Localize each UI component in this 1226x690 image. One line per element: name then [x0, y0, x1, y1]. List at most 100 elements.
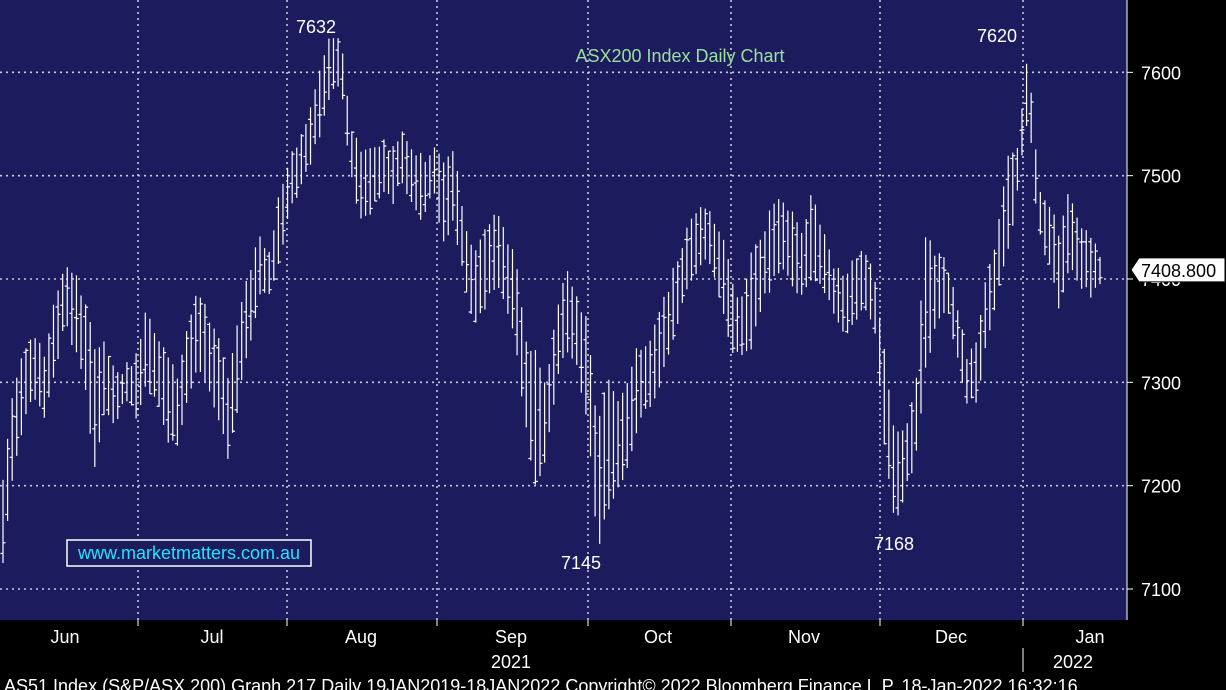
ohlc-bar: [275, 197, 281, 264]
ohlc-bar: [542, 382, 548, 463]
ohlc-bar: [638, 349, 644, 418]
ohlc-bar: [978, 314, 984, 381]
ohlc-bar: [147, 318, 153, 395]
ohlc-bar: [69, 272, 75, 345]
ohlc-bar: [239, 301, 245, 381]
ohlc-bar: [1069, 203, 1075, 271]
ohlc-bar: [716, 231, 722, 298]
ohlc-bar: [216, 338, 222, 421]
ohlc-bar: [321, 55, 327, 116]
ohlc-bar: [900, 430, 906, 503]
ohlc-bar: [124, 362, 130, 402]
ohlc-bar: [46, 333, 52, 398]
ohlc-bar: [702, 208, 708, 260]
ohlc-bar: [1051, 214, 1057, 283]
ohlc-bar: [363, 149, 369, 216]
ohlc-bar: [285, 167, 291, 219]
ohlc-bar: [193, 295, 199, 373]
ohlc-bar: [133, 353, 139, 419]
watermark-link[interactable]: www.marketmatters.com.au: [77, 543, 300, 563]
ohlc-bar: [280, 183, 286, 245]
ohlc-bar: [1014, 147, 1020, 191]
ohlc-bar: [202, 303, 208, 382]
ohlc-bar: [14, 377, 20, 456]
ohlc-bar: [1056, 235, 1062, 309]
ohlc-bar: [367, 148, 373, 215]
ohlc-bar: [326, 38, 332, 101]
ohlc-bar: [404, 141, 410, 195]
ohlc-bar: [734, 297, 740, 352]
x-year-label: 2022: [1053, 652, 1093, 672]
ohlc-bar: [441, 162, 447, 242]
watermark-box[interactable]: www.marketmatters.com.au: [66, 539, 312, 567]
x-axis-background: [0, 620, 1226, 690]
ohlc-bar: [858, 251, 864, 311]
ohlc-bar: [666, 291, 672, 355]
ohlc-bar: [386, 150, 392, 194]
ohlc-bar: [170, 364, 176, 441]
ohlc-bar: [1097, 256, 1103, 285]
ohlc-bar: [1005, 155, 1011, 249]
ohlc-bar: [110, 365, 116, 424]
ohlc-bar: [1001, 186, 1007, 267]
ohlc-bar: [161, 347, 167, 426]
ohlc-bar: [633, 348, 639, 434]
ohlc-bar: [156, 341, 162, 407]
ohlc-bar: [886, 389, 892, 479]
ohlc-bar: [1047, 206, 1053, 265]
ohlc-bar: [142, 312, 148, 387]
ohlc-bar: [464, 231, 470, 293]
ohlc-bar: [1079, 228, 1085, 289]
ohlc-bar: [840, 275, 846, 332]
ohlc-bar: [353, 137, 359, 204]
ohlc-bar: [1088, 237, 1094, 298]
ohlc-bar: [629, 366, 635, 452]
ohlc-bar: [946, 272, 952, 314]
ohlc-bar: [725, 259, 731, 337]
gridlines: [0, 0, 1127, 620]
ohlc-bar: [519, 307, 525, 397]
ohlc-bar: [229, 353, 235, 433]
ohlc-bar: [514, 269, 520, 356]
ohlc-bar: [785, 210, 791, 276]
ohlc-bar: [913, 377, 919, 451]
ohlc-bar: [753, 244, 759, 327]
ohlc-bar: [707, 211, 713, 265]
ohlc-bar: [987, 264, 993, 331]
ohlc-bar: [968, 348, 974, 399]
ohlc-bar: [817, 224, 823, 284]
ohlc-bar: [679, 248, 685, 303]
annotation-label: 7145: [561, 553, 601, 573]
ohlc-bar: [748, 252, 754, 350]
ohlc-bar: [197, 297, 203, 372]
ohlc-bar: [546, 364, 552, 433]
ohlc-bar: [711, 223, 717, 278]
ohlc-bar: [303, 124, 309, 172]
ohlc-bar: [565, 271, 571, 353]
ohlc-bar: [955, 310, 961, 358]
ohlc-bar: [615, 401, 621, 488]
ohlc-bar: [505, 244, 511, 314]
ohlc-bar: [799, 232, 805, 295]
ohlc-bar: [881, 348, 887, 445]
x-month-label: Dec: [935, 627, 967, 647]
ohlc-bar: [693, 213, 699, 275]
ohlc-bar: [436, 153, 442, 223]
ohlc-bar: [1092, 243, 1098, 288]
ohlc-bar: [620, 392, 626, 481]
ohlc-bar: [308, 107, 314, 165]
ohlc-bar: [822, 234, 828, 294]
ohlc-bar: [344, 95, 350, 146]
ohlc-bar: [207, 322, 213, 392]
ohlc-bar: [372, 147, 378, 202]
ohlc-bar: [831, 268, 837, 314]
ohlc-bar: [854, 258, 860, 320]
ohlc-bar: [835, 268, 841, 323]
ohlc-bar: [243, 280, 249, 359]
ohlc-bar: [317, 70, 323, 138]
ohlc-bar: [220, 357, 226, 435]
ohlc-bar: [18, 358, 24, 436]
ohlc-bar: [973, 342, 979, 403]
ohlc-bar: [60, 273, 66, 332]
ohlc-bar: [588, 354, 594, 457]
